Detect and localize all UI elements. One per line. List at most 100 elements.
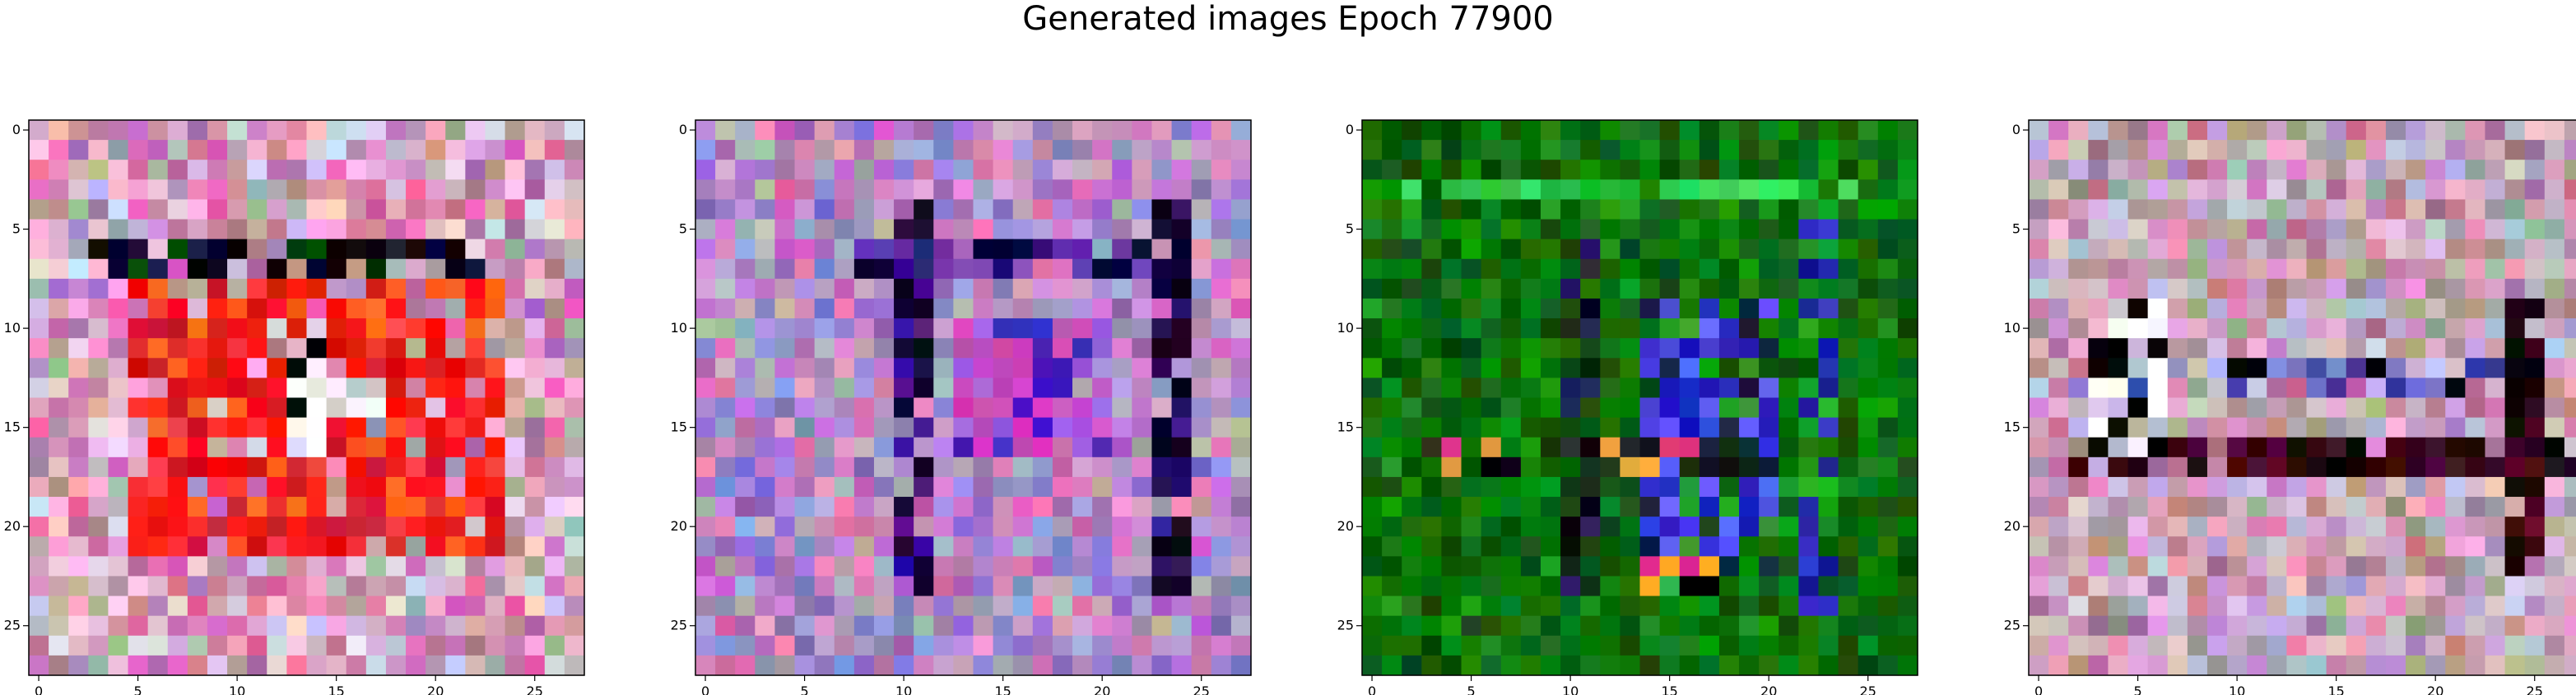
- heatmap-cell: [2068, 278, 2089, 299]
- heatmap-cell: [715, 120, 736, 141]
- heatmap-cell: [1230, 576, 1252, 597]
- heatmap-cell: [2564, 576, 2576, 597]
- heatmap-cell: [505, 120, 526, 141]
- heatmap-cell: [1580, 595, 1601, 617]
- heatmap-cell: [1032, 338, 1053, 359]
- heatmap-cell: [1171, 635, 1193, 656]
- heatmap-cell: [2108, 655, 2129, 676]
- heatmap-cell: [465, 655, 486, 676]
- heatmap-cell: [2524, 358, 2546, 378]
- heatmap-cell: [2127, 536, 2149, 557]
- heatmap-cell: [2346, 476, 2367, 498]
- heatmap-cell: [88, 556, 109, 577]
- heatmap-cell: [1877, 437, 1899, 458]
- heatmap-cell: [88, 536, 109, 557]
- heatmap-cell: [1679, 556, 1700, 577]
- heatmap-cell: [326, 437, 347, 458]
- heatmap-cell: [49, 298, 69, 319]
- heatmap-cell: [1779, 358, 1799, 378]
- heatmap-cell: [1072, 397, 1093, 419]
- heatmap-cell: [2247, 397, 2267, 419]
- heatmap-cell: [894, 239, 914, 260]
- heatmap-cell: [894, 476, 914, 498]
- heatmap-cell: [2068, 556, 2089, 577]
- heatmap-cell: [834, 358, 855, 378]
- heatmap-cell: [365, 298, 387, 319]
- heatmap-cell: [505, 318, 526, 339]
- heatmap-cell: [914, 199, 934, 220]
- heatmap-cell: [1600, 556, 1620, 577]
- heatmap-cell: [2385, 615, 2406, 637]
- heatmap-cell: [1858, 497, 1879, 517]
- heatmap-cell: [286, 358, 308, 378]
- heatmap-cell: [873, 358, 895, 378]
- x-tick-label: 10: [229, 683, 245, 695]
- heatmap-cell: [1779, 397, 1799, 419]
- heatmap-cell: [187, 318, 208, 339]
- heatmap-cell: [306, 278, 328, 299]
- heatmap-cell: [2147, 517, 2169, 537]
- heatmap-cell: [1858, 595, 1879, 617]
- heatmap-cell: [1382, 635, 1402, 656]
- y-tick-label: 5: [12, 221, 21, 237]
- heatmap-cell: [2088, 160, 2109, 180]
- heatmap-cell: [1659, 476, 1681, 498]
- heatmap-cell: [2445, 179, 2466, 201]
- heatmap-cell: [1461, 120, 1482, 141]
- heatmap-cell: [853, 595, 875, 617]
- heatmap-cell: [1718, 595, 1740, 617]
- heatmap-cell: [2406, 160, 2426, 180]
- heatmap-cell: [1500, 199, 1522, 220]
- heatmap-cell: [2247, 556, 2267, 577]
- heatmap-cell: [2564, 476, 2576, 498]
- heatmap-cell: [1171, 536, 1193, 557]
- heatmap-cell: [1858, 476, 1879, 498]
- heatmap-cell: [2326, 417, 2347, 438]
- heatmap-cell: [2029, 655, 2049, 676]
- heatmap-cell: [108, 318, 129, 339]
- heatmap-cell: [2167, 160, 2188, 180]
- heatmap-cell: [2346, 437, 2367, 458]
- heatmap-cell: [894, 258, 914, 280]
- heatmap-cell: [1897, 456, 1918, 478]
- heatmap-cell: [1560, 140, 1581, 160]
- heatmap-cell: [2108, 576, 2129, 597]
- heatmap-cell: [2108, 199, 2129, 220]
- heatmap-cell: [2088, 456, 2109, 478]
- heatmap-cell: [1718, 239, 1740, 260]
- heatmap-cell: [1679, 258, 1700, 280]
- heatmap-cell: [1500, 417, 1522, 438]
- heatmap-cell: [2425, 615, 2446, 637]
- heatmap-cell: [2544, 358, 2565, 378]
- heatmap-cell: [1421, 497, 1443, 517]
- heatmap-cell: [2167, 298, 2188, 319]
- heatmap-cell: [1402, 397, 1422, 419]
- heatmap-cell: [2267, 437, 2287, 458]
- heatmap-cell: [1191, 179, 1212, 201]
- heatmap-cell: [2406, 456, 2426, 478]
- heatmap-cell: [735, 199, 756, 220]
- heatmap-cell: [207, 140, 228, 160]
- heatmap-cell: [2326, 476, 2347, 498]
- heatmap-cell: [894, 556, 914, 577]
- heatmap-cell: [1132, 199, 1153, 220]
- heatmap-cell: [346, 140, 367, 160]
- heatmap-cell: [524, 595, 546, 617]
- heatmap-cell: [2267, 456, 2287, 478]
- heatmap-cell: [695, 239, 716, 260]
- heatmap-cell: [2425, 258, 2446, 280]
- x-tick-label: 5: [2133, 683, 2141, 695]
- heatmap-cell: [365, 536, 387, 557]
- heatmap-cell: [873, 476, 895, 498]
- heatmap-cell: [1600, 635, 1620, 656]
- heatmap-cell: [1818, 397, 1839, 419]
- heatmap-cell: [1211, 397, 1232, 419]
- heatmap-cell: [953, 298, 974, 319]
- heatmap-cell: [227, 456, 248, 478]
- heatmap-cell: [1112, 417, 1132, 438]
- heatmap-cell: [1779, 595, 1799, 617]
- heatmap-cell: [247, 120, 267, 141]
- heatmap-cell: [2147, 615, 2169, 637]
- heatmap-cell: [1639, 576, 1661, 597]
- heatmap-cell: [1151, 120, 1173, 141]
